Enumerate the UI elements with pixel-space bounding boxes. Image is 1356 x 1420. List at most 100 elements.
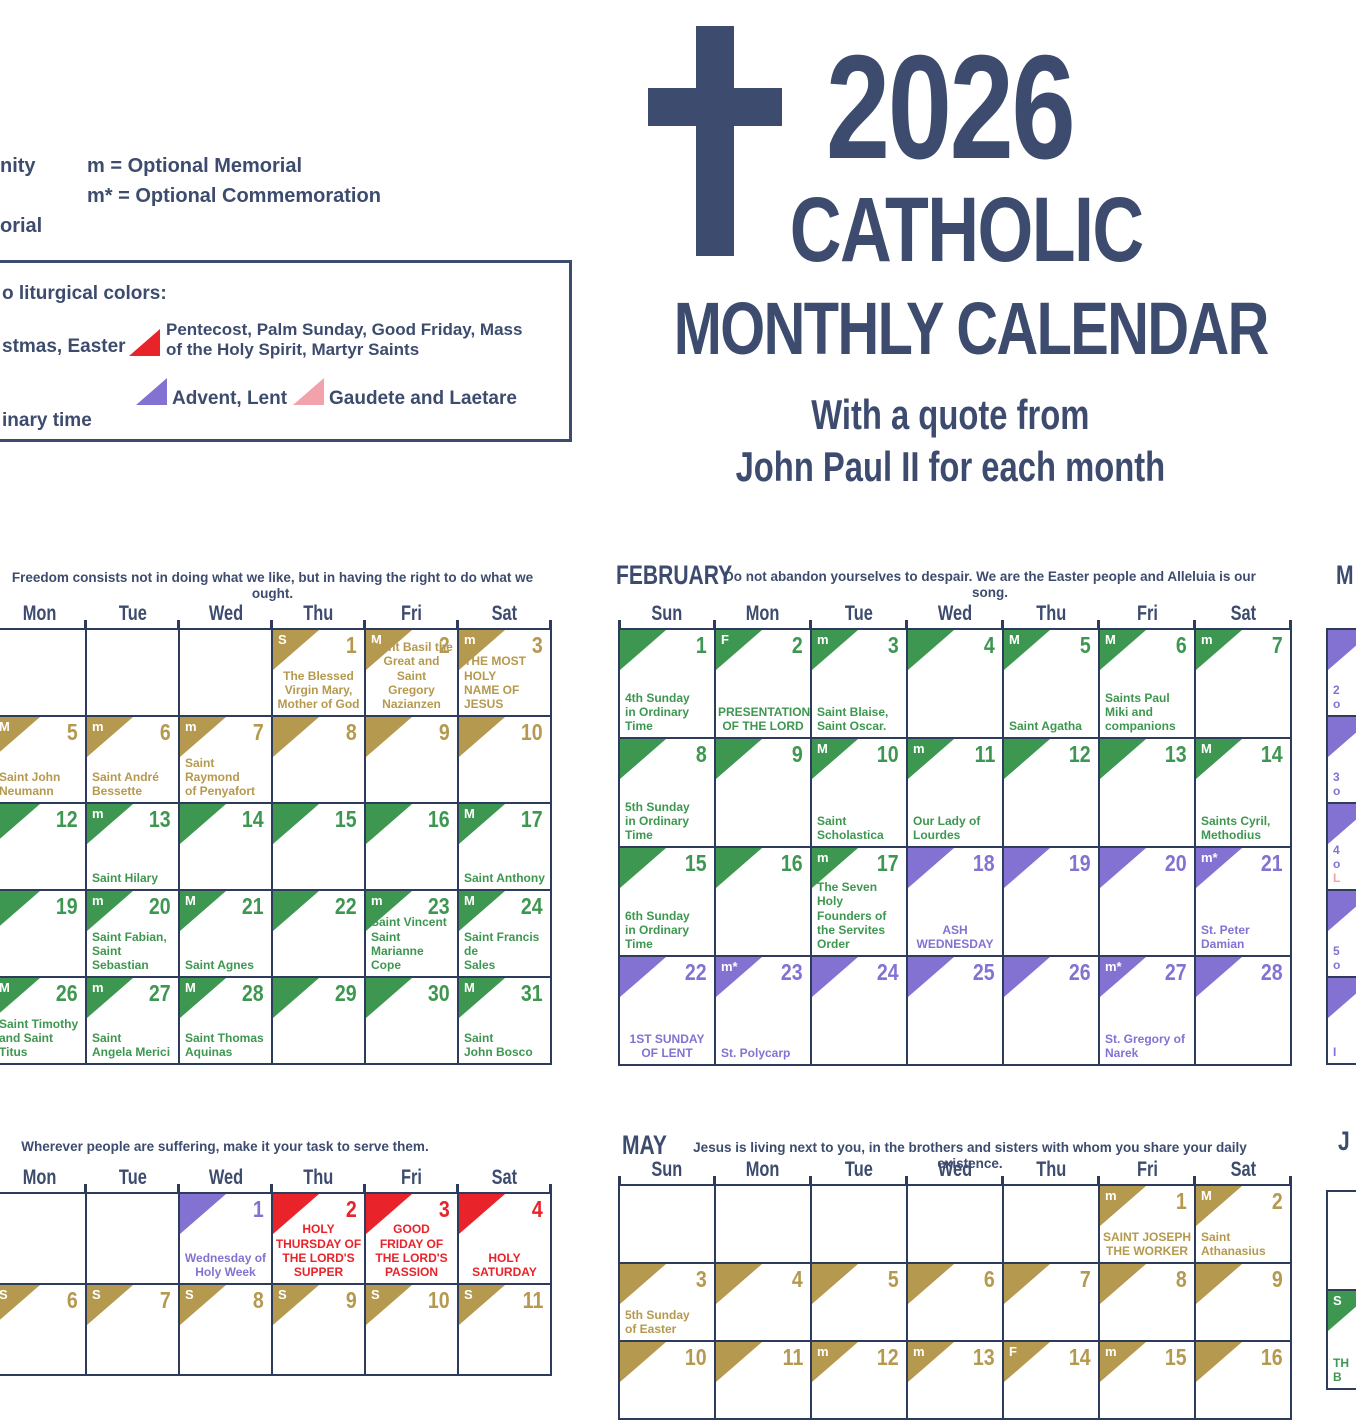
day-of-week-header: Wed	[180, 602, 273, 630]
liturgical-color-triangle	[1196, 848, 1242, 888]
day-label: Saint André Bessette	[92, 770, 175, 798]
day-label: HOLY THURSDAY OF THE LORD'S SUPPER	[275, 1222, 362, 1279]
day-of-week-header: Thu	[1004, 1158, 1100, 1186]
rank-badge: m	[371, 893, 383, 908]
liturgical-color-triangle	[180, 717, 226, 757]
february-quote: Do not abandon yourselves to despair. We…	[724, 569, 1256, 601]
day-label-text: 4 o	[1333, 842, 1341, 871]
legend-ordinary-time-fragment: inary time	[2, 388, 92, 432]
liturgical-color-triangle	[1328, 804, 1356, 844]
day-label: St. Gregory of Narek	[1105, 1032, 1191, 1060]
day-number: 16	[428, 806, 450, 832]
day-cell-15: 15 6th Sunday in Ordinary Time	[620, 848, 714, 955]
day-cell-12: 12	[0, 804, 85, 889]
day-of-week-label: Tue	[845, 1158, 873, 1181]
day-number: 12	[56, 806, 78, 832]
subtitle-line1: With a quote from	[810, 391, 1090, 438]
rank-badge: M	[1201, 1188, 1212, 1203]
day-number: 19	[56, 893, 78, 919]
day-cell-20: 20	[1100, 848, 1194, 955]
rank-badge: M	[464, 806, 475, 821]
day-label: 2 o	[1333, 683, 1356, 711]
day-of-week-label: Tue	[845, 602, 873, 625]
rank-badge: S	[0, 1287, 8, 1302]
legend-red-label: Pentecost, Palm Sunday, Good Friday, Mas…	[166, 320, 523, 359]
day-label-text: 6th Sunday in Ordinary Time	[625, 908, 690, 951]
day-of-week-header: Sat	[459, 602, 552, 630]
rank-badge: m	[817, 1344, 829, 1359]
day-cell-empty	[180, 630, 271, 715]
rank-badge: S	[464, 1287, 473, 1302]
day-label-text: Saint Francis de Sales	[464, 929, 540, 972]
day-of-week-label: Mon	[22, 1166, 57, 1189]
january-grid: S 1 The Blessed Virgin Mary, Mother of God…	[0, 628, 552, 1065]
day-number: 3	[532, 632, 543, 658]
day-cell-27: m* 27 St. Gregory of Narek	[1100, 957, 1194, 1064]
liturgical-color-triangle	[459, 804, 505, 844]
liturgical-color-triangle	[1004, 1264, 1050, 1304]
day-of-week-label: Mon	[746, 602, 780, 625]
red-triangle-icon	[129, 329, 160, 356]
liturgical-color-triangle	[273, 978, 319, 1018]
liturgical-color-triangle	[273, 891, 319, 931]
liturgical-color-triangle	[812, 739, 858, 779]
liturgical-color-triangle	[459, 891, 505, 931]
liturgical-color-triangle	[87, 717, 133, 757]
liturgical-color-triangle	[459, 978, 505, 1018]
day-of-week-header: Sun	[618, 602, 716, 630]
day-label: The Seven Holy Founders of the Servites …	[817, 880, 903, 951]
april-day-headers: Mon Tue Wed Thu Fri Sat	[0, 1164, 552, 1194]
day-number: 4	[984, 632, 995, 658]
rank-badge: F	[1009, 1344, 1017, 1359]
day-label-text: Saints Paul Miki and companions	[1105, 690, 1176, 733]
liturgical-color-triangle	[180, 1285, 226, 1325]
day-number: 28	[242, 980, 264, 1006]
liturgical-color-triangle	[620, 848, 666, 888]
rank-badge: m	[185, 719, 197, 734]
liturgical-colors-box	[0, 260, 572, 442]
legend-gaudete-label: Gaudete and Laetare	[329, 388, 517, 409]
rank-badge: m	[1105, 1188, 1117, 1203]
day-cell-12: m 12	[812, 1342, 906, 1418]
liturgical-color-triangle	[273, 1194, 319, 1234]
day-cell-19: 19	[0, 891, 85, 976]
day-cell-empty	[716, 1186, 810, 1262]
day-cell-17: M 17 Saint Anthony	[459, 804, 550, 889]
day-label-text: Saint Thomas Aquinas	[185, 1030, 264, 1059]
rank-badge: M	[1009, 632, 1020, 647]
liturgical-color-triangle	[812, 1264, 858, 1304]
liturgical-color-triangle	[908, 848, 954, 888]
day-number: 2	[792, 632, 803, 658]
day-label-text: Saint Athanasius	[1201, 1229, 1266, 1258]
liturgical-color-triangle	[87, 1285, 133, 1325]
day-label: Saint Raymond of Penyafort	[185, 756, 268, 798]
liturgical-color-triangle	[366, 891, 412, 931]
day-number: 13	[973, 1344, 995, 1370]
day-cell-1: S 1 The Blessed Virgin Mary, Mother of God	[273, 630, 364, 715]
day-cell-30: 30	[366, 978, 457, 1063]
day-cell-23: m 23 Saint Vincent Saint Marianne Cope	[366, 891, 457, 976]
day-cell-27: m 27 Saint Angela Merici	[87, 978, 178, 1063]
liturgical-color-triangle	[1004, 957, 1050, 997]
liturgical-color-triangle	[1100, 1264, 1146, 1304]
day-of-week-label: Wed	[208, 1166, 243, 1189]
day-cell-6: m 6 Saint André Bessette	[87, 717, 178, 802]
day-cell-2: 2 HOLY THURSDAY OF THE LORD'S SUPPER	[273, 1194, 364, 1283]
day-cell-26: 26	[1004, 957, 1098, 1064]
rank-badge: S	[185, 1287, 194, 1302]
legend-optional-memorial: m = Optional Memorial	[87, 155, 303, 177]
day-cell-24: 24	[812, 957, 906, 1064]
day-number: 31	[521, 980, 543, 1006]
liturgical-color-triangle	[366, 978, 412, 1018]
day-number: 5	[1080, 632, 1091, 658]
liturgical-color-triangle	[1328, 891, 1356, 931]
day-of-week-label: Wed	[208, 602, 243, 625]
day-label-text: Our Lady of Lourdes	[913, 813, 981, 842]
day-label: Saint Fabian, Saint Sebastian	[92, 930, 175, 972]
day-number: 16	[1261, 1344, 1283, 1370]
liturgical-color-triangle	[1328, 1291, 1356, 1331]
legend-memorial-fragment: orial	[0, 215, 43, 237]
liturgical-color-triangle	[1004, 630, 1050, 670]
day-of-week-label: Sat	[491, 1166, 518, 1189]
liturgical-color-triangle	[716, 739, 762, 779]
